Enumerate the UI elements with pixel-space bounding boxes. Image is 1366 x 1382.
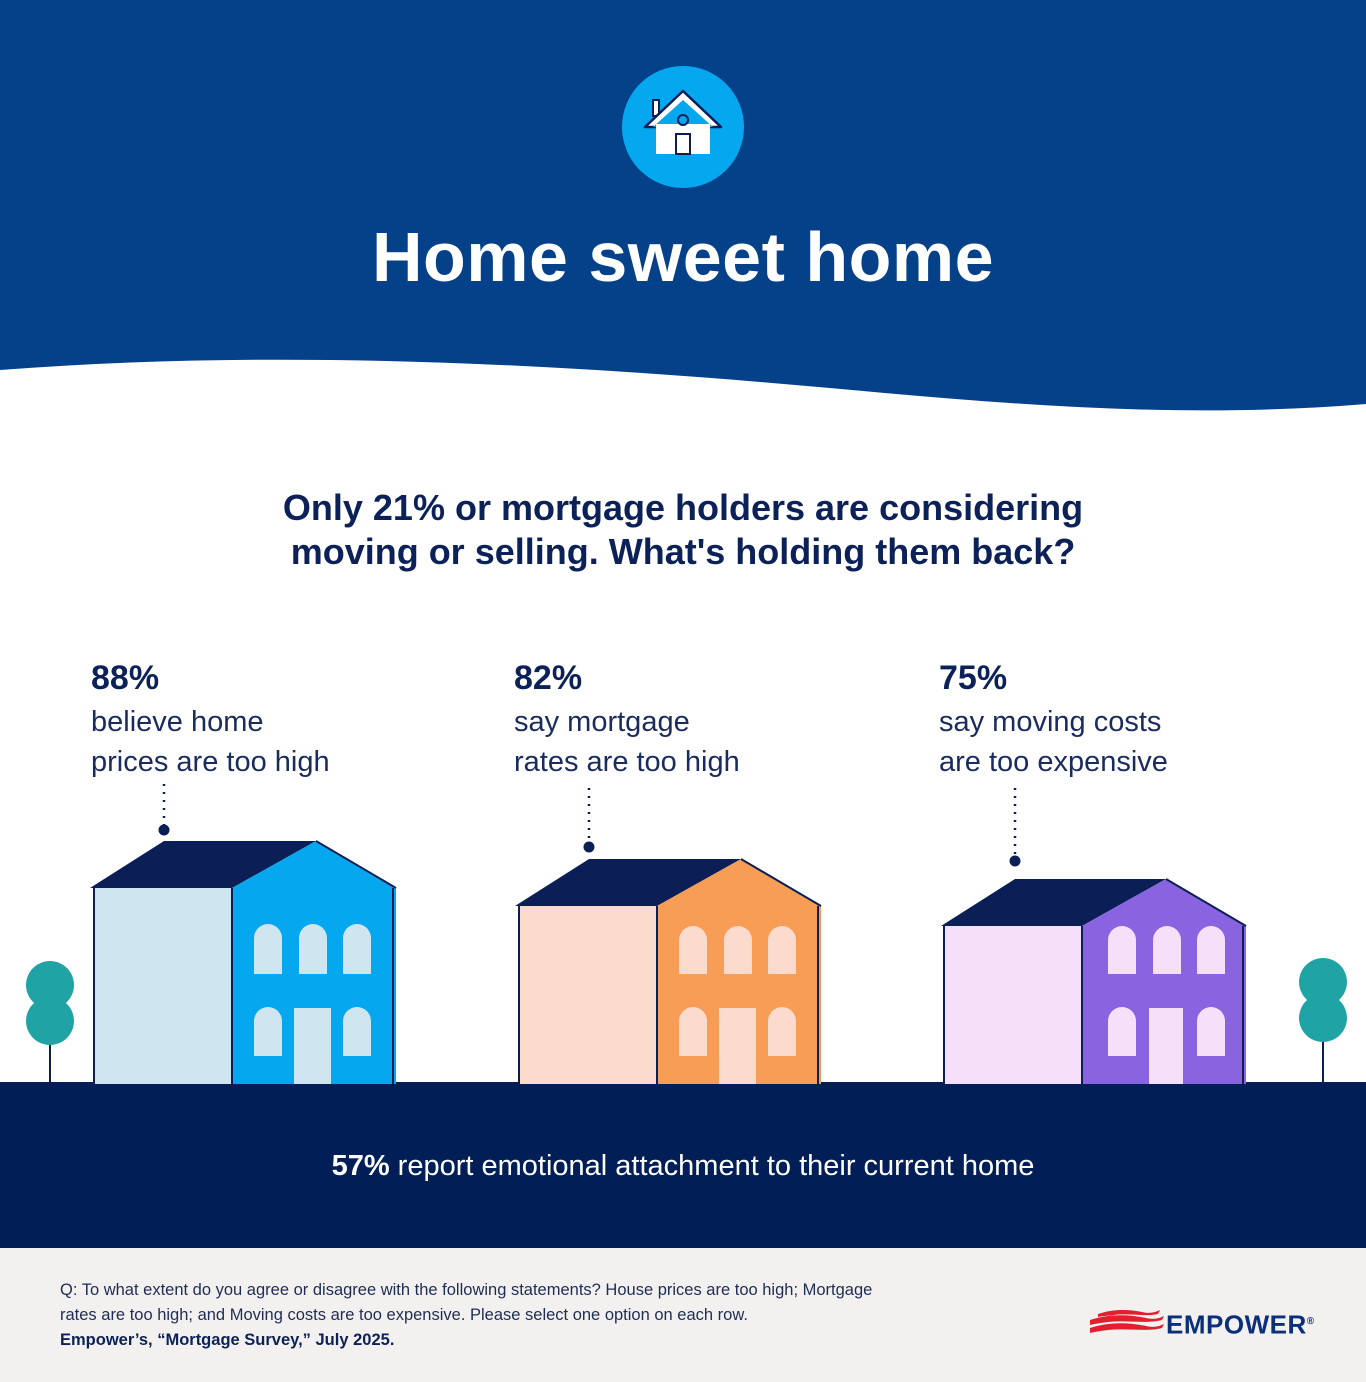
subtitle: Only 21% or mortgage holders are conside…	[183, 486, 1183, 574]
house-orange-icon	[515, 788, 822, 1084]
tree-left-icon	[26, 961, 74, 1084]
stat-percent: 88%	[91, 659, 160, 697]
subtitle-line-1: Only 21% or mortgage holders are conside…	[282, 487, 1084, 528]
logo-registered-mark: ®	[1306, 1316, 1315, 1327]
stat-home-prices: 88% believe home prices are too high	[91, 658, 330, 782]
house-icon	[643, 89, 723, 155]
stat-mortgage-rates: 82% say mortgage rates are too high	[514, 658, 740, 782]
stat-desc-line-1: believe home	[91, 706, 264, 738]
emotional-attachment-stat: 57% report emotional attachment to their…	[0, 1146, 1366, 1186]
house-blue-icon	[90, 784, 397, 1084]
footer-background	[0, 1248, 1366, 1382]
house-purple-icon	[941, 788, 1247, 1084]
emotional-attachment-percent: 57%	[331, 1150, 390, 1182]
stat-desc-line-2: prices are too high	[91, 746, 330, 778]
footnote-question-line-1: Q: To what extent do you agree or disagr…	[60, 1281, 873, 1299]
tree-right-icon	[1299, 958, 1347, 1084]
logo-wordmark: EMPOWER	[1166, 1309, 1307, 1340]
stat-desc-line-1: say moving costs	[939, 706, 1162, 738]
stat-percent: 75%	[939, 659, 1008, 697]
stat-percent: 82%	[514, 659, 583, 697]
ground-band	[0, 1082, 1366, 1248]
subtitle-line-2: moving or selling. What's holding them b…	[290, 531, 1076, 572]
footnote-source: Empower’s, “Mortgage Survey,” July 2025.	[60, 1331, 395, 1349]
stat-desc-line-1: say mortgage	[514, 706, 690, 738]
stat-moving-costs: 75% say moving costs are too expensive	[939, 658, 1168, 782]
footnote-question-line-2: rates are too high; and Moving costs are…	[60, 1306, 748, 1324]
empower-logo-mark-icon	[1090, 1309, 1164, 1333]
header-wave-background	[0, 0, 1366, 411]
footnote: Q: To what extent do you agree or disagr…	[60, 1278, 940, 1353]
emotional-attachment-text: report emotional attachment to their cur…	[389, 1150, 1035, 1182]
page-title: Home sweet home	[371, 218, 995, 296]
stat-desc-line-2: rates are too high	[514, 746, 740, 778]
house-icon-badge	[622, 66, 744, 188]
stat-desc-line-2: are too expensive	[939, 746, 1168, 778]
empower-logo-text: EMPOWER®	[1166, 1307, 1315, 1340]
